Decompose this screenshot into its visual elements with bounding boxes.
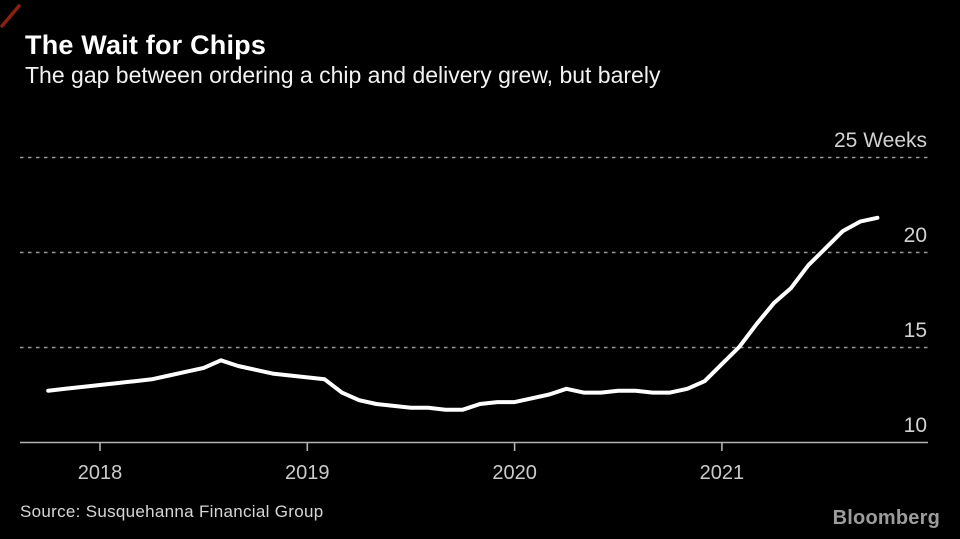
- x-tick-label-2018: 2018: [78, 462, 123, 484]
- x-tick-label-2019: 2019: [285, 462, 330, 484]
- x-tick-label-2021: 2021: [700, 462, 745, 484]
- y-tick-label-15: 15: [904, 319, 927, 342]
- bloomberg-logo: Bloomberg: [832, 507, 940, 529]
- red-accent-mark: [0, 4, 21, 28]
- lead-time-line-series: [46, 215, 880, 412]
- chart-subtitle: The gap between ordering a chip and deli…: [25, 62, 661, 88]
- y-tick-label-25: 25 Weeks: [834, 129, 927, 152]
- x-tick-label-2020: 2020: [492, 462, 537, 484]
- y-tick-label-10: 10: [904, 414, 927, 437]
- y-tick-label-20: 20: [904, 224, 927, 247]
- source-note: Source: Susquehanna Financial Group: [20, 502, 324, 521]
- chart-title: The Wait for Chips: [25, 30, 267, 60]
